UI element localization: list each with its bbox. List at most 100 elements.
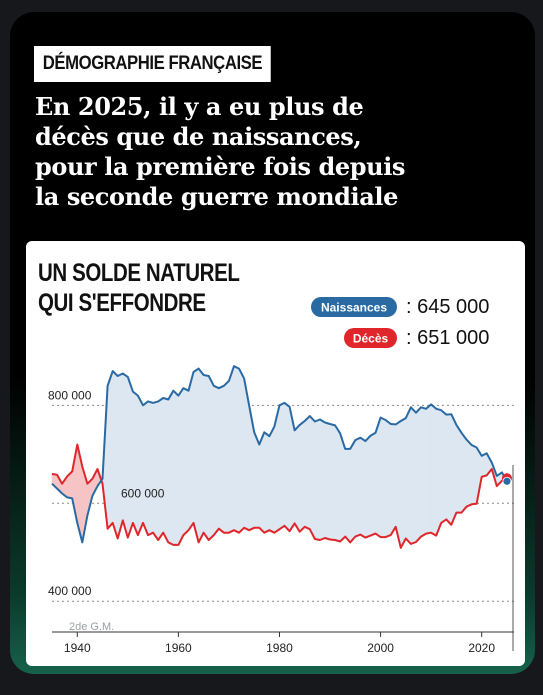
y-tick-label: 400 000 [48,584,92,598]
area-segment [425,403,432,534]
headline-line: la seconde guerre mondiale [35,182,398,211]
area-segment [269,426,275,534]
legend-pill-births [311,297,397,317]
area-segment [461,431,467,514]
area-segment [213,385,220,536]
area-segment [299,420,306,533]
area-segment [218,385,225,534]
area-segment [415,406,422,543]
area-segment [319,419,326,541]
area-segment [324,422,331,540]
area-segment [152,401,159,541]
headline-line: décès que de naissances, [35,122,362,151]
area-segment [198,367,204,543]
annotation-second-world-war: 2de G.M. [69,621,114,633]
area-segment [451,414,457,525]
area-segment [258,432,265,534]
y-tick-label: 800 000 [48,388,92,402]
x-tick-label: 1960 [165,641,192,655]
area-segment [410,406,417,545]
area-segment [147,401,154,536]
area-segment [329,423,336,541]
area-segment [122,372,129,538]
population-chart: 400 000 600 000 800 000 1940 1960 1980 2000 202… [38,258,514,655]
area-segment [456,423,462,513]
bottom-strip [0,676,543,695]
area-segment [334,424,341,542]
x-tick-label: 1940 [64,641,91,655]
area-segment [188,371,194,532]
area-segment [380,417,386,538]
y-tick-label: 600 000 [121,486,165,500]
area-segment [157,397,164,541]
area-segment [440,409,447,524]
area-segment [430,403,437,537]
area-segment [375,417,381,538]
area-segment [420,406,427,538]
headline: En 2025, il y a eu plus de décès que de … [35,92,515,212]
line-layer [51,365,512,549]
series-line-deces [51,443,508,549]
fill-layer [51,365,508,548]
area-segment [390,423,397,537]
legend-pill-deaths [344,328,397,348]
area-segment [435,408,442,536]
area-segment [445,413,452,526]
legend-value-deaths: : 651 000 [406,327,489,349]
area-segment [264,431,270,534]
x-tick-label: 2000 [367,641,394,655]
area-segment [183,387,189,536]
area-segment [223,380,230,533]
section-kicker: DÉMOGRAPHIE FRANÇAISE [34,46,271,82]
legend-value-births: : 645 000 [406,296,489,318]
area-segment [238,368,245,534]
area-segment [349,438,356,544]
area-segment [385,419,391,538]
series-line-naissances [51,365,508,544]
area-segment [173,389,179,546]
area-segment [304,415,311,530]
area-segment [142,400,149,536]
area-segment [162,397,169,543]
legend-label-deaths: Décès [353,332,389,346]
area-segment [466,438,472,508]
area-segment [253,432,260,529]
area-segment [178,387,184,546]
post-frame: DÉMOGRAPHIE FRANÇAISE En 2025, il y a eu… [10,12,535,674]
headline-line: En 2025, il y a eu plus de [35,92,364,121]
area-segment [132,391,139,536]
x-tick-label: 1980 [266,641,293,655]
area-segment [360,437,366,539]
area-segment [107,370,113,530]
area-segment [127,376,134,538]
area-segment [400,417,407,548]
area-segment [279,402,285,530]
area-segment [112,370,119,539]
area-segment [309,415,316,540]
chart-title-line-2: QUI S'EFFONDRE [38,288,206,316]
x-tick-label: 2020 [468,641,495,655]
axis-layer: 400 000 600 000 800 000 1940 1960 1980 2000 202… [48,388,514,655]
legend-label-births: Naissances [321,301,387,315]
area-segment [208,375,215,541]
area-segment [294,424,300,533]
area-segment [167,389,174,546]
endpoint-naissances [502,476,512,486]
chart-title-line-1: UN SOLDE NATUREL [38,258,240,286]
area-segment [481,452,488,478]
area-segment [370,432,376,537]
area-segment [203,374,210,541]
area-segment [344,448,351,544]
legend-item-births: Naissances : 645 000 [311,296,489,318]
area-segment [193,368,199,543]
area-segment [233,365,240,534]
legend: Naissances : 645 000 Décès : 651 000 [311,296,489,349]
area-segment [117,373,124,539]
area-segment [365,434,371,538]
legend-item-deaths: Décès : 651 000 [344,327,489,349]
area-segment [471,444,477,505]
headline-line: pour la première fois depuis [35,152,406,181]
area-segment [284,402,290,532]
area-segment [228,366,235,534]
chart-card: 400 000 600 000 800 000 1940 1960 1980 2000 202… [26,241,525,666]
